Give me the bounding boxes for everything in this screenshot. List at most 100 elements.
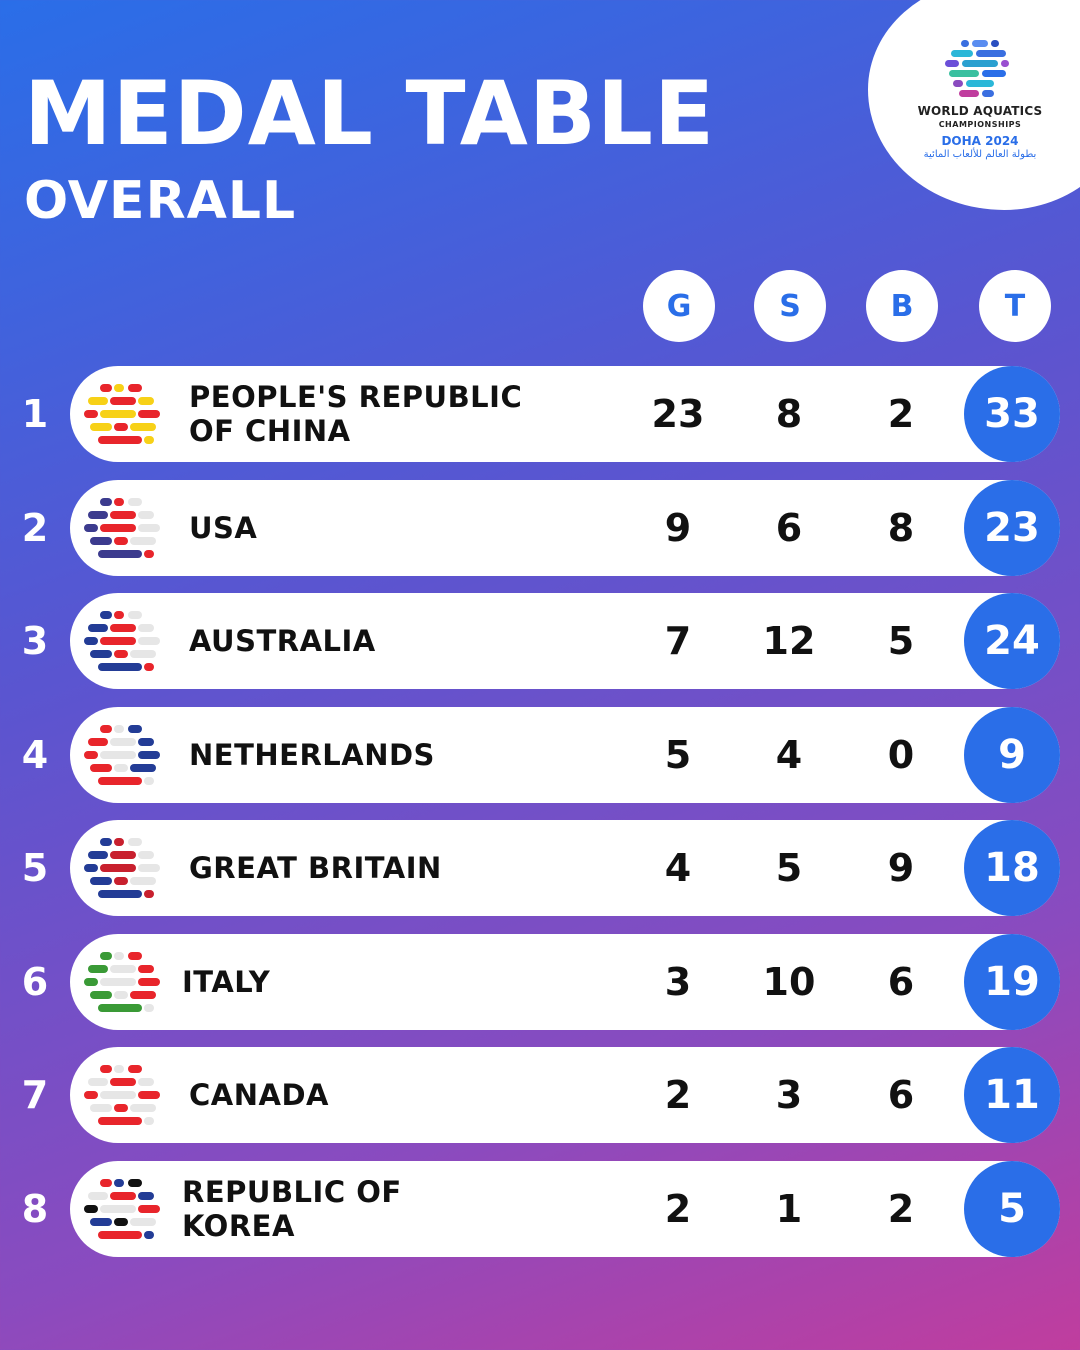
gold-count: 7 <box>664 619 692 663</box>
country-flag-icon <box>84 1179 160 1239</box>
country-flag <box>84 380 160 452</box>
country-name-text: PEOPLE'S REPUBLIC OF CHINA <box>189 380 522 448</box>
bronze-count: 9 <box>887 846 915 890</box>
country-name: AUSTRALIA <box>189 593 609 689</box>
country-name: GREAT BRITAIN <box>189 820 609 916</box>
silver-count: 8 <box>775 392 803 436</box>
country-name-line-2: OF CHINA <box>189 414 351 448</box>
gold-count: 23 <box>651 392 705 436</box>
country-name-text: USA <box>189 511 257 545</box>
table-row: PEOPLE'S REPUBLIC OF CHINA 23 8 2 33 <box>70 366 1060 462</box>
row-rank: 2 <box>21 506 49 550</box>
logo-line-3: DOHA 2024 <box>941 134 1019 148</box>
country-name-line-2: KOREA <box>182 1209 295 1243</box>
country-flag <box>84 494 160 566</box>
table-row: CANADA 2 3 6 11 <box>70 1047 1060 1143</box>
bronze-count: 8 <box>887 506 915 550</box>
table-row: AUSTRALIA 7 12 5 24 <box>70 593 1060 689</box>
country-name-line-1: ITALY <box>182 964 271 999</box>
country-name-line-1: USA <box>189 510 258 545</box>
total-count: 24 <box>964 593 1060 689</box>
silver-count: 3 <box>775 1073 803 1117</box>
table-row: GREAT BRITAIN 4 5 9 18 <box>70 820 1060 916</box>
row-rank: 4 <box>21 733 49 777</box>
country-flag <box>84 834 160 906</box>
country-name: ITALY <box>182 934 602 1030</box>
silver-count: 1 <box>775 1187 803 1231</box>
country-flag <box>84 607 160 679</box>
logo-line-1: WORLD AQUATICS <box>917 104 1043 118</box>
bronze-count: 2 <box>887 1187 915 1231</box>
table-row: USA 9 6 8 23 <box>70 480 1060 576</box>
gold-count: 4 <box>664 846 692 890</box>
country-name-line-1: REPUBLIC OF <box>182 1174 402 1209</box>
total-count: 33 <box>964 366 1060 462</box>
table-row: NETHERLANDS 5 4 0 9 <box>70 707 1060 803</box>
page-subtitle: OVERALL <box>24 171 297 231</box>
silver-count: 12 <box>762 619 816 663</box>
country-flag-icon <box>84 838 160 898</box>
country-name-line-1: GREAT BRITAIN <box>189 850 442 885</box>
country-flag-icon <box>84 384 160 444</box>
country-name: CANADA <box>189 1047 609 1143</box>
country-name: USA <box>189 480 609 576</box>
gold-count: 2 <box>664 1073 692 1117</box>
silver-count: 5 <box>775 846 803 890</box>
column-header-total: T <box>979 270 1051 342</box>
total-count: 19 <box>964 934 1060 1030</box>
row-rank: 6 <box>21 960 49 1004</box>
row-rank: 5 <box>21 846 49 890</box>
logo-line-4: بطولة العالم للألعاب المائية <box>923 149 1037 160</box>
country-name-line-1: CANADA <box>189 1077 329 1112</box>
country-name-text: REPUBLIC OF KOREA <box>182 1175 402 1243</box>
country-name-line-1: NETHERLANDS <box>189 737 435 772</box>
gold-count: 3 <box>664 960 692 1004</box>
country-flag <box>84 721 160 793</box>
country-flag-icon <box>84 725 160 785</box>
country-flag <box>84 1061 160 1133</box>
country-name: REPUBLIC OF KOREA <box>182 1161 602 1257</box>
country-flag-icon <box>84 498 160 558</box>
country-name: NETHERLANDS <box>189 707 609 803</box>
gold-count: 2 <box>664 1187 692 1231</box>
total-count: 9 <box>964 707 1060 803</box>
country-name-text: AUSTRALIA <box>189 624 376 658</box>
bronze-count: 5 <box>887 619 915 663</box>
total-count: 5 <box>964 1161 1060 1257</box>
row-rank: 3 <box>21 619 49 663</box>
gold-count: 9 <box>664 506 692 550</box>
country-flag <box>84 948 160 1020</box>
row-rank: 8 <box>21 1187 49 1231</box>
country-name-text: ITALY <box>182 965 270 999</box>
column-header-silver: S <box>754 270 826 342</box>
silver-count: 4 <box>775 733 803 777</box>
total-count: 18 <box>964 820 1060 916</box>
country-name-text: CANADA <box>189 1078 329 1112</box>
bronze-count: 6 <box>887 960 915 1004</box>
silver-count: 6 <box>775 506 803 550</box>
total-count: 11 <box>964 1047 1060 1143</box>
column-header-gold: G <box>643 270 715 342</box>
bronze-count: 6 <box>887 1073 915 1117</box>
country-name-line-1: AUSTRALIA <box>189 623 376 658</box>
country-flag-icon <box>84 611 160 671</box>
country-name-text: NETHERLANDS <box>189 738 435 772</box>
table-row: ITALY 3 10 6 19 <box>70 934 1060 1030</box>
country-flag <box>84 1175 160 1247</box>
silver-count: 10 <box>762 960 816 1004</box>
column-header-bronze: B <box>866 270 938 342</box>
bronze-count: 0 <box>887 733 915 777</box>
country-name-text: GREAT BRITAIN <box>189 851 442 885</box>
page-title: MEDAL TABLE <box>24 62 716 165</box>
country-name-line-1: PEOPLE'S REPUBLIC <box>189 379 523 414</box>
row-rank: 1 <box>21 392 49 436</box>
country-flag-icon <box>84 952 160 1012</box>
bronze-count: 2 <box>887 392 915 436</box>
country-name: PEOPLE'S REPUBLIC OF CHINA <box>189 366 609 462</box>
gold-count: 5 <box>664 733 692 777</box>
table-row: REPUBLIC OF KOREA 2 1 2 5 <box>70 1161 1060 1257</box>
row-rank: 7 <box>21 1073 49 1117</box>
total-count: 23 <box>964 480 1060 576</box>
logo-line-2: CHAMPIONSHIPS <box>938 120 1022 129</box>
country-flag-icon <box>84 1065 160 1125</box>
